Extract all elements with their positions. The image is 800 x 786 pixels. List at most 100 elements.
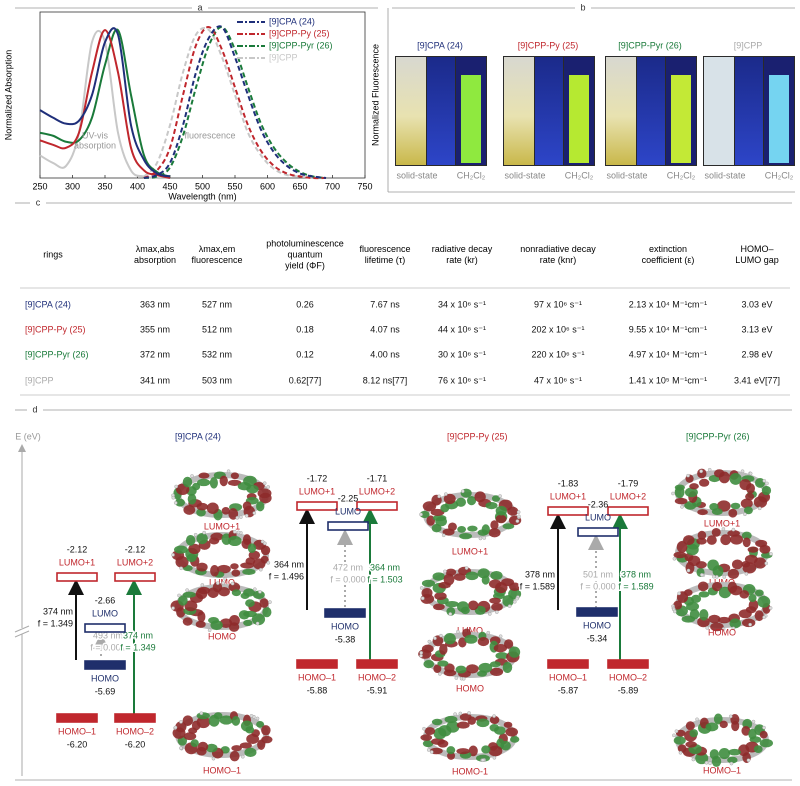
orbital-lobe [242, 568, 256, 575]
orbital-lobe [444, 715, 458, 724]
orbital-lobe [754, 610, 764, 622]
orbital-lobe [431, 718, 443, 726]
atom [707, 467, 712, 472]
table-cell: 355 nm [140, 324, 170, 334]
orbital-lobe [753, 745, 763, 754]
table-header: extinction [649, 244, 687, 254]
cuvette-photo [637, 57, 665, 165]
x-tick-label: 300 [65, 181, 80, 191]
level-label: LUMO+1 [59, 557, 95, 567]
orbital-lobe [420, 734, 433, 741]
atom [512, 599, 517, 604]
orbital-lobe [495, 514, 507, 524]
orbital-lobe [192, 482, 201, 491]
orbital-lobe [205, 743, 218, 753]
atom [461, 677, 466, 681]
atom [443, 569, 447, 574]
atom [765, 481, 769, 486]
level-label: LUMO+1 [550, 491, 586, 501]
level-label: LUMO+2 [359, 486, 395, 496]
table-cell: [9]CPP-Pyr (26) [25, 349, 89, 359]
atom [746, 758, 751, 762]
section-title: [9]CPP-Py (25) [447, 431, 508, 441]
orbital-lobe [491, 602, 503, 612]
orbital-lobe [464, 634, 478, 644]
orbital-lobe [238, 610, 250, 620]
orbital-lobe [493, 644, 508, 653]
orbital-lobe [477, 637, 490, 647]
orbital-lobe [197, 586, 211, 595]
level-label: LUMO+2 [117, 557, 153, 567]
orbital-image [420, 711, 520, 763]
table-header: fluorescence [359, 244, 410, 254]
orbital-lobe [216, 564, 231, 574]
atom [419, 654, 423, 658]
atom [678, 750, 683, 755]
orbital-lobe [182, 476, 193, 488]
orbital-lobe [489, 715, 500, 725]
atom [751, 719, 756, 724]
orbital-lobe [421, 644, 434, 653]
legend-label: [9]CPP [269, 52, 298, 62]
table-cell: 341 nm [140, 375, 170, 385]
level-label: HOMO–1 [549, 672, 587, 682]
atom [253, 587, 257, 591]
transition-wavelength: 378 nm [525, 569, 555, 579]
orbital-lobe [477, 529, 489, 536]
atom [221, 581, 226, 585]
photo-title: [9]CPP [734, 40, 763, 50]
energy-level [84, 660, 126, 670]
orbital-lobe [495, 505, 507, 516]
x-tick-label: 650 [292, 181, 307, 191]
level-energy: -1.83 [558, 478, 579, 488]
atom [190, 474, 194, 478]
orbital-lobe [198, 472, 210, 479]
x-tick-label: 400 [130, 181, 145, 191]
table-cell: 220 x 10⁶ s⁻¹ [532, 349, 585, 359]
orbital-lobe [698, 591, 710, 598]
orbital-image [170, 581, 272, 633]
orbital-lobe [685, 741, 697, 748]
atom [480, 758, 485, 762]
atom [230, 581, 235, 586]
annotation: fluorescence [184, 130, 235, 140]
orbital-lobe [251, 613, 266, 626]
fluorescence-glow [671, 75, 691, 163]
legend-label: [9]CPA (24) [269, 16, 315, 26]
orbital-lobe [690, 594, 702, 603]
orbital-lobe [683, 535, 695, 546]
orbital-lobe [174, 498, 186, 507]
atom [255, 716, 260, 721]
orbital-lobe [689, 483, 699, 490]
orbital-lobe [260, 545, 271, 556]
orbital-lobe [465, 571, 479, 581]
orbital-lobe [244, 747, 257, 758]
orbital-lobe [699, 609, 709, 621]
axis-break [14, 630, 30, 638]
table-cell: 8.12 ns[77] [363, 375, 408, 385]
table-cell: 372 nm [140, 349, 170, 359]
absorption-curve [39, 28, 171, 178]
table-header: rings [43, 249, 63, 259]
vial-photo [504, 57, 534, 165]
table-header: lifetime (τ) [365, 255, 406, 265]
transition-strength: f = 1.349 [38, 618, 73, 628]
atom [516, 510, 521, 514]
orbital-lobe [257, 488, 272, 499]
photo-label: CH₂Cl₂ [667, 170, 696, 180]
atom [731, 527, 736, 532]
orbital-lobe [495, 652, 509, 660]
atom [215, 581, 220, 585]
orbital-lobe [466, 496, 477, 506]
transition-wavelength: 364 nm [274, 559, 304, 569]
orbital-lobe [467, 716, 476, 725]
transition-wavelength: 501 nm [583, 569, 613, 579]
orbital-lobe [231, 716, 241, 726]
orbital-lobe [748, 728, 757, 740]
table-cell: 202 x 10⁶ s⁻¹ [532, 324, 585, 334]
orbital-lobe [221, 507, 231, 515]
orbital-lobe [510, 736, 520, 743]
atom [232, 530, 237, 534]
orbital-lobe [177, 595, 188, 606]
atom [453, 712, 457, 716]
